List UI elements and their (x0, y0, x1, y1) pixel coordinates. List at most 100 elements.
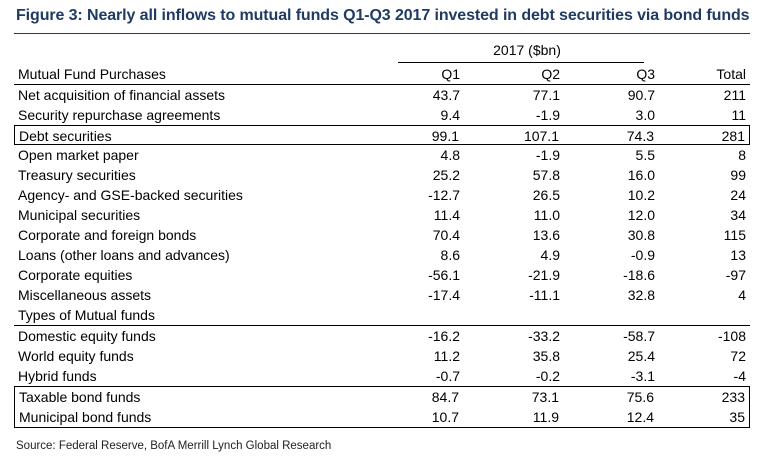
cell-q2: -11.1 (529, 287, 560, 303)
cell-total: 4 (738, 287, 746, 303)
table-row: Treasury securities 25.2 57.8 16.0 99 (14, 165, 750, 185)
cell-q2: 26.5 (532, 187, 560, 203)
cell-total: 35 (729, 409, 745, 425)
figure-title: Figure 3: Nearly all inflows to mutual f… (16, 7, 750, 24)
row-label: Open market paper (18, 147, 139, 163)
table-row: Agency- and GSE-backed securities -12.7 … (14, 185, 750, 205)
cell-q1: 8.6 (440, 247, 460, 263)
cell-q1: 99.1 (431, 128, 459, 144)
table-row: Open market paper 4.8 -1.9 5.5 8 (14, 145, 750, 165)
row-label: Debt securities (19, 128, 112, 144)
cell-q1: 11.2 (433, 348, 460, 364)
cell-total: 13 (730, 247, 746, 263)
cell-q2: 11.0 (533, 207, 560, 223)
table-row: Net acquisition of financial assets 43.7… (14, 85, 750, 105)
cell-q3: 75.6 (626, 389, 654, 405)
cell-q2: 77.1 (532, 87, 560, 103)
row-label: World equity funds (18, 348, 134, 364)
row-label: Agency- and GSE-backed securities (18, 187, 243, 203)
row-label: Loans (other loans and advances) (18, 247, 230, 263)
table-row: Corporate equities -56.1 -21.9 -18.6 -97 (14, 265, 750, 285)
cell-total: 115 (723, 227, 746, 243)
cell-q3: -58.7 (623, 328, 655, 344)
cell-q2: 13.6 (532, 227, 560, 243)
cell-q3: -3.1 (630, 368, 655, 384)
header-label: Mutual Fund Purchases (18, 66, 166, 82)
cell-q1: -12.7 (428, 187, 460, 203)
row-label: Domestic equity funds (18, 328, 156, 344)
row-label: Treasury securities (18, 167, 136, 183)
table-header-row: Mutual Fund Purchases Q1 Q2 Q3 Total (14, 64, 750, 85)
table-row: Corporate and foreign bonds 70.4 13.6 30… (14, 225, 750, 245)
cell-q3: -0.9 (630, 247, 655, 263)
cell-q3: 90.7 (627, 87, 655, 103)
cell-total: 72 (730, 348, 746, 364)
cell-q3: -18.6 (623, 267, 655, 283)
cell-q2: 57.8 (532, 167, 560, 183)
cell-q2: -21.9 (528, 267, 560, 283)
header-total: Total (716, 66, 746, 82)
cell-total: 281 (721, 128, 745, 144)
cell-total: 24 (730, 187, 746, 203)
section-heading: Types of Mutual funds (18, 307, 155, 323)
cell-q3: 25.4 (627, 348, 655, 364)
row-label: Taxable bond funds (19, 389, 141, 405)
cell-q1: 11.4 (433, 207, 460, 223)
period-label: 2017 ($bn) (493, 42, 561, 58)
cell-total: 11 (731, 107, 746, 123)
cell-q1: -17.4 (428, 287, 460, 303)
row-label: Corporate equities (18, 267, 133, 283)
cell-q3: 12.0 (627, 207, 655, 223)
cell-q1: -56.1 (428, 267, 460, 283)
row-label: Security repurchase agreements (18, 107, 221, 123)
cell-q3: 10.2 (627, 187, 655, 203)
row-label: Net acquisition of financial assets (18, 87, 225, 103)
row-label: Miscellaneous assets (18, 287, 152, 303)
cell-q2: 107.1 (523, 128, 559, 144)
cell-q1: 70.4 (432, 227, 460, 243)
row-label: Hybrid funds (18, 368, 97, 384)
cell-q1: 25.2 (432, 167, 460, 183)
cell-q2: 73.1 (531, 389, 559, 405)
cell-q1: 9.4 (440, 107, 460, 123)
cell-total: -108 (717, 328, 746, 344)
row-label: Municipal securities (18, 207, 141, 223)
cell-total: 34 (730, 207, 746, 223)
header-q2: Q2 (541, 66, 560, 82)
cell-q2: 4.9 (540, 247, 560, 263)
cell-q2: 35.8 (532, 348, 560, 364)
row-label: Municipal bond funds (19, 409, 152, 425)
cell-q3: 74.3 (626, 128, 654, 144)
cell-q3: 12.4 (626, 409, 654, 425)
cell-q3: 16.0 (627, 167, 655, 183)
mutual-fund-table: Mutual Fund Purchases Q1 Q2 Q3 Total Net… (14, 64, 750, 428)
cell-q1: 84.7 (431, 389, 459, 405)
table-row: Municipal securities 11.4 11.0 12.0 34 (14, 205, 750, 225)
cell-total: 211 (723, 87, 746, 103)
header-q1: Q1 (441, 66, 460, 82)
cell-total: -4 (733, 368, 746, 384)
cell-q2: -0.2 (535, 368, 560, 384)
cell-q3: 5.5 (635, 147, 655, 163)
table-row: Loans (other loans and advances) 8.6 4.9… (14, 245, 750, 265)
cell-q3: 30.8 (627, 227, 655, 243)
cell-q1: 4.8 (440, 147, 460, 163)
bond-funds-box: Taxable bond funds 84.7 73.1 75.6 233 Mu… (14, 386, 750, 428)
cell-q1: -0.7 (435, 368, 460, 384)
table-row: Security repurchase agreements 9.4 -1.9 … (14, 105, 750, 125)
table-row: Hybrid funds -0.7 -0.2 -3.1 -4 (14, 366, 750, 386)
section-heading-row: Types of Mutual funds (14, 305, 750, 325)
cell-q2: -1.9 (535, 107, 560, 123)
header-q3: Q3 (636, 66, 655, 82)
cell-total: 8 (738, 147, 746, 163)
cell-total: 233 (721, 389, 745, 405)
title-rule (14, 33, 750, 34)
table-row: Domestic equity funds -16.2 -33.2 -58.7 … (14, 325, 750, 346)
cell-q1: 10.7 (431, 409, 459, 425)
cell-q1: 43.7 (432, 87, 460, 103)
cell-q2: -1.9 (535, 147, 560, 163)
cell-q2: 11.9 (532, 409, 559, 425)
cell-q1: -16.2 (428, 328, 460, 344)
table-row-highlighted: Debt securities 99.1 107.1 74.3 281 (14, 125, 750, 145)
cell-total: 99 (730, 167, 746, 183)
